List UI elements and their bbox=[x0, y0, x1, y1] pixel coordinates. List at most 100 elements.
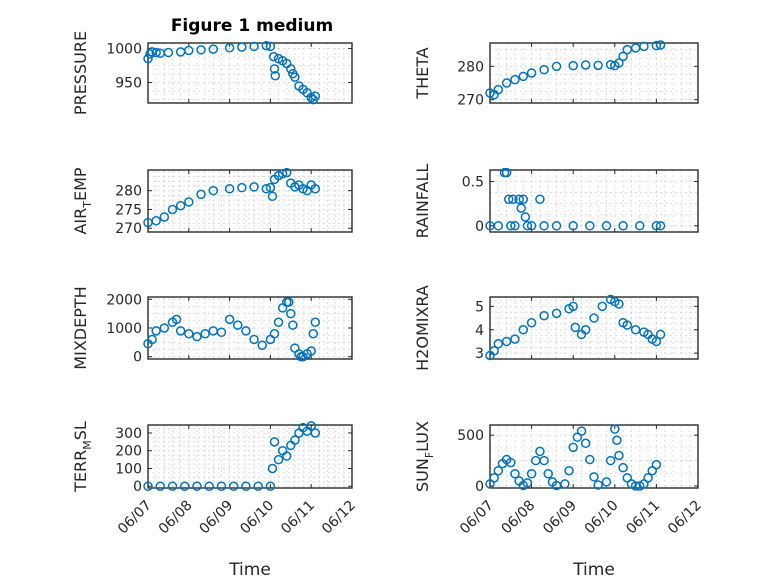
data-point bbox=[179, 481, 190, 491]
data-point bbox=[249, 41, 259, 52]
data-point bbox=[306, 346, 316, 356]
data-point bbox=[510, 334, 520, 344]
data-point bbox=[605, 455, 616, 466]
axes-border bbox=[147, 296, 353, 360]
data-point bbox=[261, 184, 272, 194]
x-tick-label: 06/11 bbox=[278, 498, 318, 538]
x-tick-label: 06/08 bbox=[156, 498, 196, 538]
y-tick-label: 270 bbox=[115, 221, 142, 237]
data-point bbox=[503, 194, 514, 204]
subplot-sun-flux: 0 500 SUNFLUX 06/07 06/08 06/09 06/10 06/11 06/1… bbox=[413, 421, 705, 580]
data-point bbox=[601, 477, 612, 487]
y-tick-label: 300 bbox=[115, 426, 142, 442]
data-point bbox=[614, 58, 624, 68]
x-tick-label: 06/09 bbox=[540, 498, 580, 538]
data-point bbox=[655, 329, 666, 340]
data-point bbox=[639, 41, 649, 52]
data-point bbox=[306, 92, 316, 103]
data-point bbox=[510, 74, 520, 85]
data-point bbox=[310, 317, 321, 328]
axes-box bbox=[489, 424, 699, 489]
data-point bbox=[184, 328, 194, 339]
data-point bbox=[651, 221, 662, 231]
data-point bbox=[506, 457, 516, 468]
data-point bbox=[257, 340, 267, 350]
data-point bbox=[286, 308, 296, 319]
data-point bbox=[630, 325, 641, 335]
y-axis-label: THETA bbox=[413, 47, 432, 99]
data-point bbox=[535, 194, 545, 204]
y-axis-label: PRESSURE bbox=[71, 31, 90, 115]
data-point bbox=[151, 47, 161, 58]
data-point bbox=[651, 40, 662, 51]
data-point bbox=[630, 481, 641, 491]
data-point bbox=[310, 184, 321, 194]
data-point bbox=[171, 314, 182, 325]
data-point bbox=[155, 481, 165, 491]
data-point bbox=[268, 51, 279, 62]
data-point bbox=[526, 469, 537, 479]
data-point bbox=[310, 428, 321, 438]
axes-box bbox=[489, 169, 699, 233]
y-tick-label: 1000 bbox=[106, 41, 142, 57]
x-tick-label: 06/10 bbox=[582, 498, 622, 538]
data-point bbox=[618, 221, 628, 231]
y-axis-label: MIXDEPTH bbox=[71, 286, 90, 369]
data-point bbox=[618, 462, 628, 473]
data-point bbox=[526, 317, 537, 328]
y-tick-label: 270 bbox=[457, 93, 484, 109]
data-point bbox=[570, 322, 581, 333]
data-point bbox=[267, 463, 278, 474]
data-point bbox=[643, 473, 653, 483]
data-point bbox=[143, 53, 153, 64]
y-tick-label: 275 bbox=[115, 202, 142, 218]
data-point bbox=[175, 200, 186, 211]
data-point bbox=[568, 442, 578, 453]
data-point bbox=[261, 40, 272, 51]
data-point bbox=[543, 469, 553, 479]
data-point bbox=[281, 167, 292, 178]
data-point bbox=[216, 327, 227, 338]
y-tick-label: 0 bbox=[475, 219, 484, 235]
axes-border bbox=[147, 42, 353, 104]
data-point bbox=[192, 481, 202, 491]
data-point bbox=[208, 44, 219, 54]
data-point bbox=[290, 435, 300, 445]
figure-title: Figure 1 medium bbox=[171, 16, 333, 36]
data-point bbox=[249, 182, 259, 192]
data-point bbox=[539, 310, 549, 321]
data-point bbox=[151, 215, 161, 226]
data-point bbox=[568, 60, 578, 71]
axes-border bbox=[489, 42, 699, 104]
subplot-rainfall: 0 0.5 RAINFALL bbox=[413, 164, 699, 239]
data-point bbox=[208, 185, 219, 196]
axes-box bbox=[147, 424, 353, 489]
data-point bbox=[269, 437, 280, 447]
data-point bbox=[597, 301, 608, 312]
data-point bbox=[267, 191, 278, 202]
data-point bbox=[568, 221, 578, 231]
y-tick-label: 4 bbox=[475, 323, 484, 339]
data-point bbox=[159, 212, 170, 222]
data-point bbox=[192, 331, 202, 342]
data-point bbox=[224, 314, 235, 325]
data-point bbox=[522, 221, 533, 231]
data-point bbox=[200, 328, 210, 339]
data-point bbox=[518, 71, 529, 82]
data-point bbox=[286, 64, 296, 74]
data-point bbox=[237, 42, 247, 52]
data-point bbox=[614, 450, 624, 461]
axes-border bbox=[489, 424, 699, 489]
data-point bbox=[601, 221, 612, 231]
data-point bbox=[576, 426, 587, 436]
data-point bbox=[281, 451, 292, 461]
y-tick-label: 280 bbox=[457, 59, 484, 75]
y-axis-label: RAINFALL bbox=[413, 164, 432, 239]
data-point bbox=[493, 465, 504, 476]
x-tick-label: 06/11 bbox=[623, 498, 663, 538]
data-point bbox=[265, 41, 276, 52]
x-tick-label: 06/12 bbox=[319, 498, 359, 538]
data-point bbox=[184, 197, 194, 207]
